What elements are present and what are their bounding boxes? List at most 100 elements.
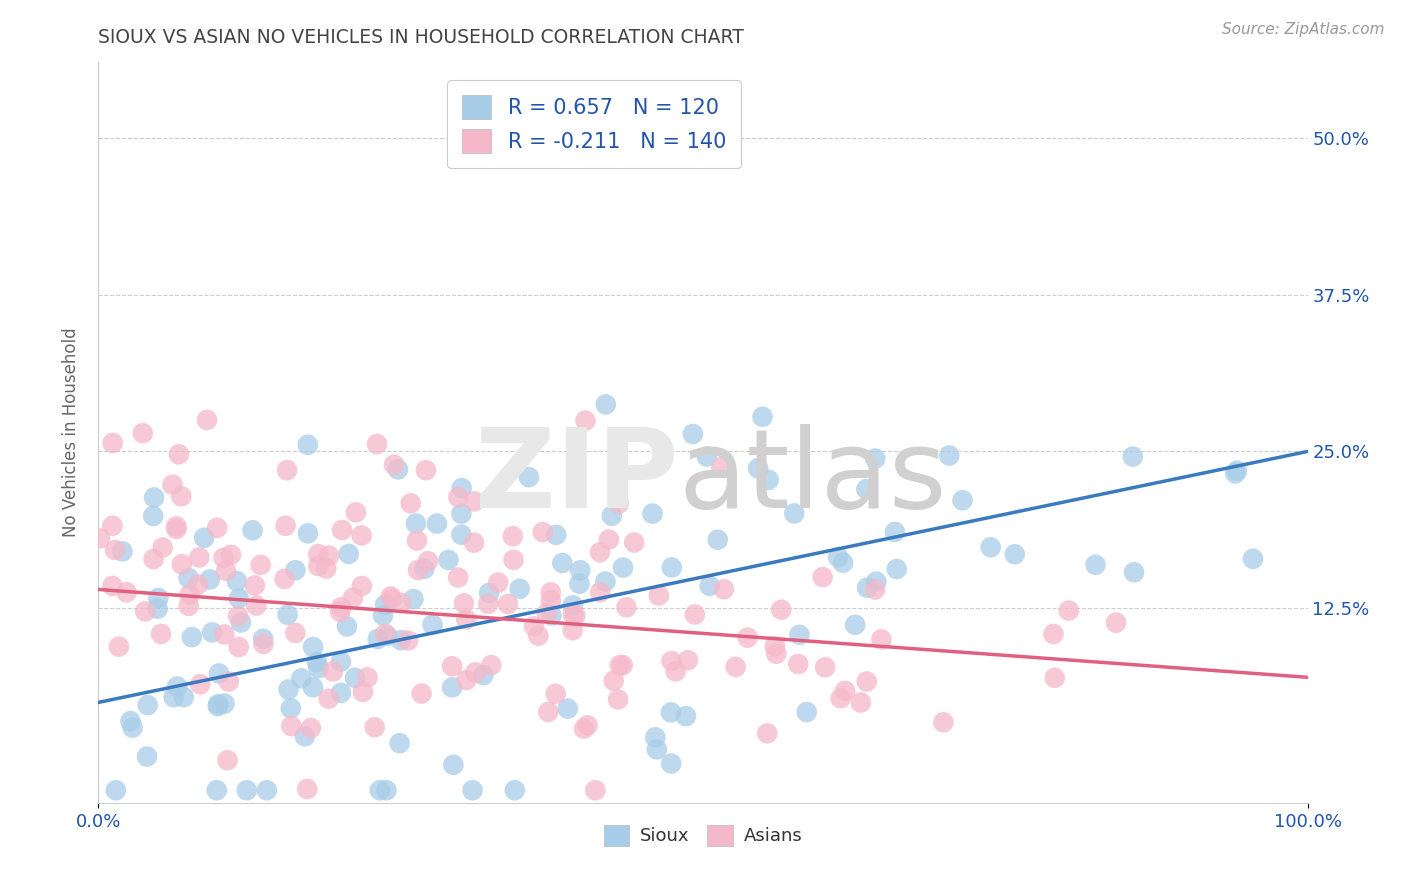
Point	[162, 477, 184, 491]
Point	[453, 596, 475, 610]
Point	[406, 533, 429, 548]
Point	[870, 632, 893, 647]
Text: ZIP: ZIP	[475, 424, 679, 531]
Point	[811, 570, 834, 584]
Point	[226, 609, 249, 624]
Point	[855, 674, 877, 689]
Point	[402, 592, 425, 607]
Point	[121, 721, 143, 735]
Point	[561, 599, 583, 613]
Point	[276, 463, 298, 477]
Point	[531, 525, 554, 540]
Point	[574, 414, 596, 428]
Point	[765, 647, 787, 661]
Point	[447, 490, 470, 504]
Point	[450, 481, 472, 495]
Point	[330, 686, 353, 700]
Point	[173, 690, 195, 705]
Point	[302, 681, 325, 695]
Point	[422, 617, 444, 632]
Point	[374, 627, 396, 641]
Point	[104, 543, 127, 558]
Point	[284, 626, 307, 640]
Point	[294, 729, 316, 743]
Point	[374, 598, 396, 612]
Point	[252, 637, 274, 651]
Point	[441, 757, 464, 772]
Point	[544, 687, 567, 701]
Point	[366, 437, 388, 451]
Point	[307, 558, 329, 573]
Point	[277, 682, 299, 697]
Point	[461, 783, 484, 797]
Point	[198, 573, 221, 587]
Point	[188, 550, 211, 565]
Point	[330, 523, 353, 537]
Point	[150, 627, 173, 641]
Point	[280, 701, 302, 715]
Point	[952, 493, 974, 508]
Point	[576, 718, 599, 732]
Point	[830, 691, 852, 706]
Point	[177, 599, 200, 613]
Point	[595, 574, 617, 589]
Point	[290, 671, 312, 685]
Point	[329, 605, 352, 619]
Point	[832, 556, 855, 570]
Point	[641, 507, 664, 521]
Point	[437, 553, 460, 567]
Point	[770, 602, 793, 616]
Point	[661, 560, 683, 574]
Point	[101, 436, 124, 450]
Point	[509, 582, 531, 596]
Point	[399, 496, 422, 510]
Point	[609, 658, 631, 673]
Point	[598, 533, 620, 547]
Point	[143, 491, 166, 505]
Point	[330, 600, 353, 615]
Point	[101, 579, 124, 593]
Point	[659, 756, 682, 771]
Point	[561, 624, 583, 638]
Point	[589, 545, 612, 559]
Point	[352, 685, 374, 699]
Point	[696, 450, 718, 464]
Point	[713, 582, 735, 597]
Point	[645, 742, 668, 756]
Point	[523, 619, 546, 633]
Point	[623, 535, 645, 549]
Point	[589, 585, 612, 599]
Point	[865, 574, 887, 589]
Point	[297, 438, 319, 452]
Point	[472, 668, 495, 682]
Point	[305, 655, 328, 669]
Point	[706, 533, 728, 547]
Point	[1042, 627, 1064, 641]
Point	[342, 591, 364, 605]
Point	[180, 630, 202, 644]
Point	[350, 528, 373, 542]
Point	[441, 681, 464, 695]
Point	[177, 571, 200, 585]
Point	[603, 673, 626, 688]
Point	[277, 607, 299, 622]
Point	[208, 666, 231, 681]
Point	[284, 563, 307, 577]
Point	[256, 783, 278, 797]
Point	[737, 631, 759, 645]
Point	[1084, 558, 1107, 572]
Point	[252, 632, 274, 646]
Point	[302, 640, 325, 654]
Point	[142, 508, 165, 523]
Point	[363, 720, 385, 734]
Point	[299, 721, 322, 735]
Point	[318, 691, 340, 706]
Point	[242, 523, 264, 537]
Point	[551, 556, 574, 570]
Point	[396, 633, 419, 648]
Point	[980, 541, 1002, 555]
Point	[207, 699, 229, 714]
Point	[389, 633, 412, 648]
Point	[228, 640, 250, 654]
Point	[710, 460, 733, 475]
